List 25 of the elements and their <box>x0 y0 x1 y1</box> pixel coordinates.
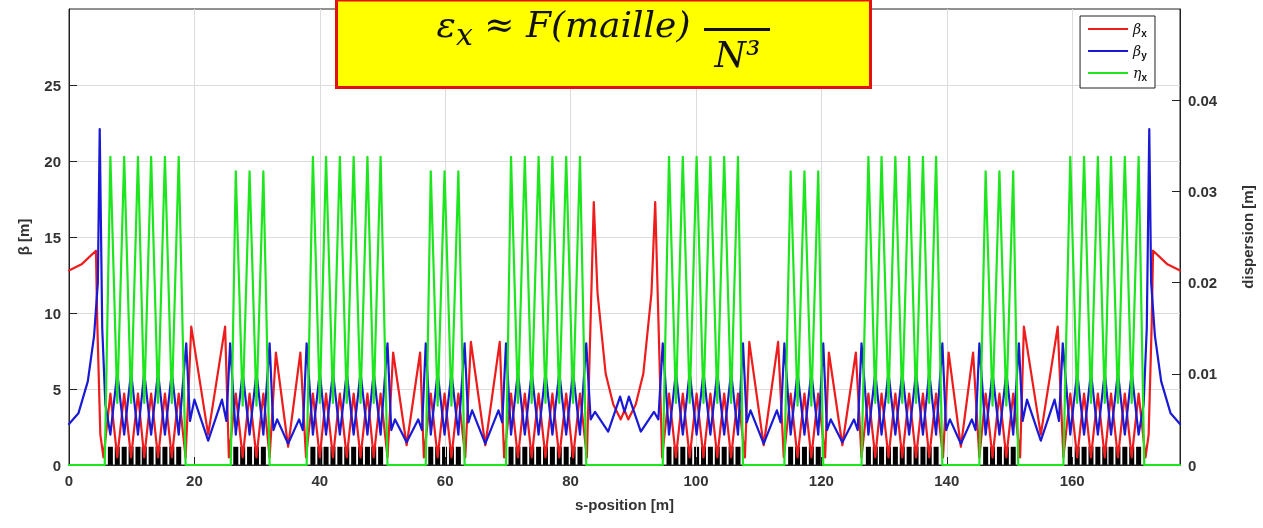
y-tick-label: 25 <box>44 76 61 94</box>
y2-tick-label: 0 <box>1188 456 1197 474</box>
y2-tick-label: 0.02 <box>1188 274 1218 292</box>
x-tick-label: 100 <box>683 472 709 489</box>
y-tick-label: 5 <box>52 380 61 398</box>
x-tick-label: 160 <box>1059 472 1085 489</box>
x-tick-label: 80 <box>562 472 579 489</box>
y2-tick-label: 0.04 <box>1188 91 1218 109</box>
annotation: N³ <box>704 28 771 79</box>
y-tick-label: 10 <box>44 304 61 322</box>
y-tick-label: 0 <box>52 456 61 474</box>
x-tick-label: 120 <box>808 472 834 489</box>
x-axis-title: s-position [m] <box>574 496 675 513</box>
y-tick-label: 15 <box>44 228 61 246</box>
y2-tick-label: 0.03 <box>1188 182 1218 200</box>
y2-axis-title: dispersion [m] <box>1239 185 1256 289</box>
annotation: ε$_{x}$ ≈ F(maille) <box>436 4 691 53</box>
x-tick-label: 20 <box>186 472 203 489</box>
x-tick-label: 40 <box>311 472 329 489</box>
y2-tick-label: 0.01 <box>1188 365 1218 383</box>
x-tick-label: 60 <box>436 472 454 489</box>
y-tick-label: 20 <box>44 152 61 170</box>
x-tick-label: 0 <box>64 472 74 489</box>
x-tick-label: 140 <box>934 472 960 489</box>
y-axis-title: β [m] <box>15 218 32 256</box>
